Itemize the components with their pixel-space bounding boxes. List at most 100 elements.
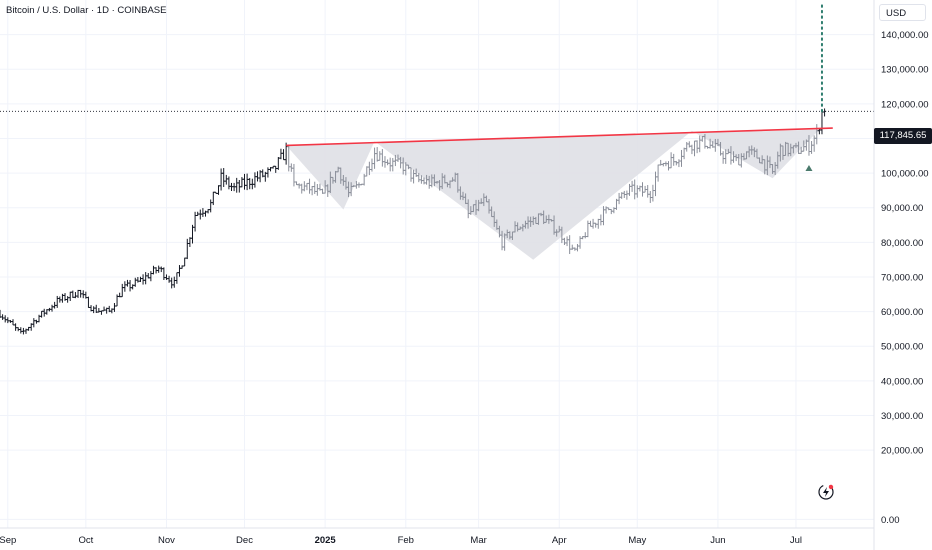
lightning-replay-icon[interactable] — [818, 484, 834, 500]
candle-bar — [820, 111, 824, 135]
candle-bar — [141, 274, 145, 285]
y-axis-ticks[interactable]: 140,000.00130,000.00120,000.00110,000.00… — [881, 30, 929, 526]
candle-bar — [315, 184, 319, 196]
candle-bar — [583, 232, 587, 239]
x-axis-ticks[interactable]: Sep Oct Nov Dec 2025 Feb Mar Apr May Jun Jul — [0, 535, 802, 546]
candle-bar — [372, 147, 377, 169]
candle-bar — [193, 211, 197, 232]
candle-bar — [669, 152, 673, 169]
candle-bar — [144, 272, 148, 285]
candle-bar — [55, 295, 59, 308]
candle-bar — [242, 173, 247, 190]
candle-bar — [32, 318, 36, 328]
candle-bar — [601, 206, 606, 226]
candle-bar — [216, 185, 221, 195]
candle-bar — [310, 185, 314, 196]
candle-bar — [157, 265, 161, 273]
candle-bar — [305, 182, 309, 191]
x-tick-label: Sep — [0, 535, 16, 546]
candle-bar — [672, 153, 676, 166]
y-tick-label: 140,000.00 — [881, 30, 929, 41]
candle-bar — [276, 157, 280, 170]
candle-bar — [183, 257, 187, 267]
candle-bar — [570, 244, 574, 250]
candle-bar — [409, 167, 413, 182]
drawings — [0, 2, 874, 171]
candle-bar — [133, 277, 137, 287]
candle-bar — [136, 276, 140, 283]
x-tick-label: Jun — [710, 535, 725, 546]
candle-bar — [274, 165, 278, 173]
candle-bar — [378, 151, 382, 161]
candle-bar — [237, 180, 241, 193]
candle-bar — [201, 208, 205, 217]
candle-bar — [175, 272, 179, 284]
candle-bar — [227, 176, 231, 190]
candle-bar — [677, 159, 681, 168]
candle-bar — [300, 183, 304, 194]
candle-bar — [365, 166, 369, 177]
candle-bar — [170, 277, 174, 289]
candle-bar — [627, 183, 632, 196]
grid — [0, 0, 874, 528]
y-tick-label: 0.00 — [881, 515, 900, 526]
candle-bar — [245, 173, 249, 191]
candle-bar — [666, 161, 671, 171]
candle-bar — [209, 199, 213, 213]
y-tick-label: 30,000.00 — [881, 411, 923, 422]
symbol-title[interactable]: Bitcoin / U.S. Dollar · 1D · COINBASE — [6, 5, 167, 16]
candle-bar — [138, 276, 143, 283]
candle-bar — [591, 218, 595, 229]
last-price-label: 117,845.65 — [874, 128, 932, 144]
candle-bar — [50, 304, 54, 312]
candle-bar — [635, 185, 639, 198]
candle-bar — [266, 167, 270, 178]
candle-bar — [159, 266, 163, 273]
candle-bar — [6, 317, 10, 324]
candle-bar — [222, 168, 226, 188]
y-tick-label: 70,000.00 — [881, 272, 923, 283]
candle-bar — [575, 243, 580, 252]
candle-bar — [211, 191, 215, 206]
y-tick-label: 120,000.00 — [881, 99, 929, 110]
candle-bar — [123, 281, 127, 292]
candle-bar — [565, 236, 569, 247]
candle-bar — [313, 181, 317, 194]
candle-bar — [562, 237, 567, 245]
inverse-head-and-shoulders-pattern — [286, 129, 820, 260]
candle-bar — [380, 149, 384, 167]
candle-bar — [162, 267, 166, 280]
candle-bar — [149, 271, 153, 282]
candle-bar — [19, 327, 23, 334]
candle-bar — [617, 192, 621, 205]
candle-bar — [633, 179, 637, 200]
pattern-shape — [286, 129, 820, 260]
candle-bar — [651, 184, 655, 202]
candle-bar — [692, 140, 697, 157]
candle-bar — [279, 148, 283, 160]
y-tick-label: 50,000.00 — [881, 342, 923, 353]
candle-bar — [370, 158, 374, 172]
candle-bar — [653, 171, 658, 197]
buy-marker-icon — [805, 164, 813, 171]
candle-bar — [630, 180, 634, 192]
y-tick-label: 80,000.00 — [881, 238, 923, 249]
candle-bar — [86, 296, 91, 308]
candle-bar — [391, 158, 395, 172]
candle-bar — [721, 151, 725, 164]
candle-bar — [388, 157, 392, 172]
candle-bar — [640, 182, 645, 197]
candlesticks — [0, 108, 827, 335]
candle-bar — [76, 289, 80, 298]
x-tick-label: May — [628, 535, 646, 546]
x-tick-label: Oct — [78, 535, 93, 546]
axes — [0, 0, 875, 550]
y-tick-label: 100,000.00 — [881, 169, 929, 180]
candle-bar — [253, 172, 257, 188]
candle-bar — [281, 149, 286, 161]
currency-selector[interactable]: USD — [879, 4, 926, 21]
x-tick-label: 2025 — [315, 535, 337, 546]
candle-bar — [625, 190, 629, 200]
y-tick-label: 130,000.00 — [881, 65, 929, 76]
